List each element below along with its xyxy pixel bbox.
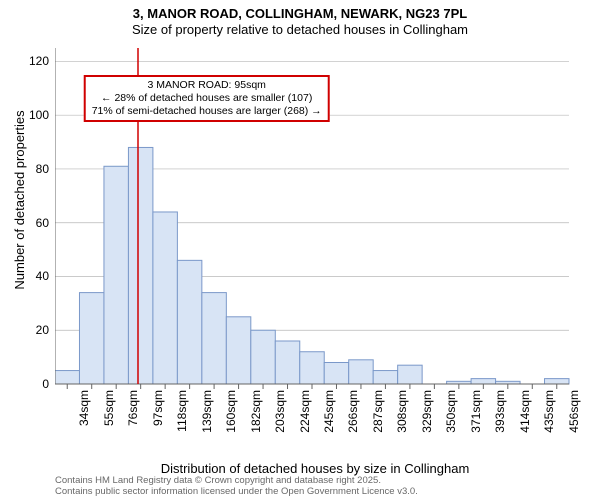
- x-tick-label: 414sqm: [518, 390, 532, 434]
- title-main: 3, MANOR ROAD, COLLINGHAM, NEWARK, NG23 …: [0, 6, 600, 21]
- y-tick-label: 80: [36, 162, 49, 176]
- x-tick-label: 371sqm: [469, 390, 483, 434]
- y-tick-label: 20: [36, 323, 49, 337]
- y-tick-label: 40: [36, 269, 49, 283]
- x-tick-label: 287sqm: [371, 390, 385, 434]
- x-tick-label: 34sqm: [77, 390, 91, 434]
- y-tick-label: 120: [29, 54, 49, 68]
- y-tick-label: 0: [42, 377, 49, 391]
- x-tick-label: 160sqm: [224, 390, 238, 434]
- title-sub: Size of property relative to detached ho…: [0, 22, 600, 37]
- title-block: 3, MANOR ROAD, COLLINGHAM, NEWARK, NG23 …: [0, 0, 600, 37]
- x-tick-label: 182sqm: [249, 390, 263, 434]
- x-tick-label: 266sqm: [346, 390, 360, 434]
- x-tick-label: 308sqm: [395, 390, 409, 434]
- x-tick-label: 329sqm: [420, 390, 434, 434]
- x-tick-label: 456sqm: [567, 390, 581, 434]
- y-tick-label: 100: [29, 108, 49, 122]
- x-tick-label: 76sqm: [126, 390, 140, 434]
- x-axis-label: Distribution of detached houses by size …: [55, 461, 575, 476]
- x-tick-label: 118sqm: [175, 390, 189, 434]
- annotation-line-2: ← 28% of detached houses are smaller (10…: [92, 92, 322, 105]
- x-tick-label: 245sqm: [322, 390, 336, 434]
- chart-container: 3, MANOR ROAD, COLLINGHAM, NEWARK, NG23 …: [0, 0, 600, 500]
- x-tick-label: 55sqm: [102, 390, 116, 434]
- annotation-line-1: 3 MANOR ROAD: 95sqm: [92, 79, 322, 92]
- annotation-line-3: 71% of semi-detached houses are larger (…: [92, 105, 322, 118]
- y-axis-label: Number of detached properties: [12, 60, 27, 340]
- x-tick-label: 393sqm: [493, 390, 507, 434]
- x-tick-label: 97sqm: [151, 390, 165, 434]
- footer: Contains HM Land Registry data © Crown c…: [55, 476, 418, 498]
- x-tick-label: 224sqm: [298, 390, 312, 434]
- x-tick-label: 203sqm: [273, 390, 287, 434]
- y-tick-label: 60: [36, 216, 49, 230]
- x-tick-label: 139sqm: [200, 390, 214, 434]
- x-tick-label: 435sqm: [542, 390, 556, 434]
- footer-line-2: Contains public sector information licen…: [55, 487, 418, 498]
- x-tick-label: 350sqm: [444, 390, 458, 434]
- plot-area: 020406080100120 34sqm55sqm76sqm97sqm118s…: [55, 44, 575, 434]
- annotation-box: 3 MANOR ROAD: 95sqm ← 28% of detached ho…: [84, 75, 330, 122]
